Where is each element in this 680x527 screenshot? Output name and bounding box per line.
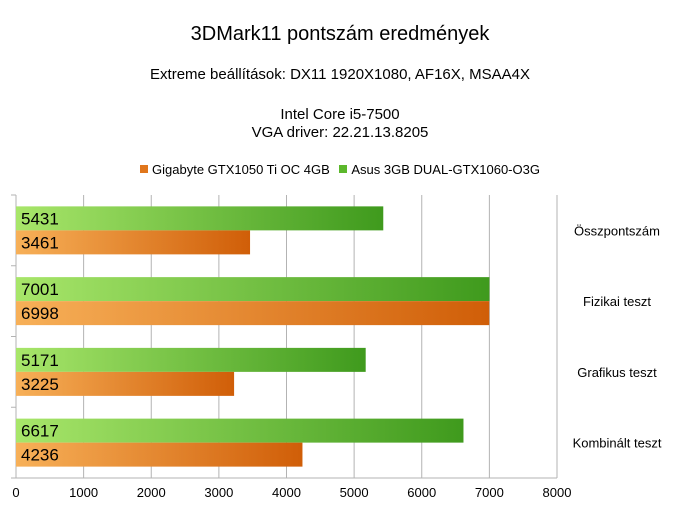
bar-gigabyte-2 [16, 371, 235, 396]
x-tick-label: 2000 [137, 485, 166, 500]
x-tick-label: 4000 [272, 485, 301, 500]
data-label: 6998 [21, 304, 59, 323]
legend-item-gigabyte: Gigabyte GTX1050 Ti OC 4GB [140, 162, 330, 177]
data-label: 7001 [21, 280, 59, 299]
x-tick-label: 6000 [407, 485, 436, 500]
category-label: Összpontszám [574, 223, 660, 238]
bar-asus-2 [16, 347, 366, 372]
bar-asus-3 [16, 418, 464, 443]
bar-gigabyte-0 [16, 230, 251, 255]
category-label: Fizikai teszt [583, 294, 651, 309]
data-label: 3461 [21, 233, 59, 252]
data-label: 5431 [21, 209, 59, 228]
category-label: Kombinált teszt [573, 436, 662, 451]
legend-item-asus: Asus 3GB DUAL-GTX1060-O3G [339, 162, 540, 177]
x-tick-label: 8000 [543, 485, 572, 500]
bar-gigabyte-1 [16, 301, 490, 326]
x-tick-label: 1000 [69, 485, 98, 500]
x-tick-label: 3000 [204, 485, 233, 500]
bar-asus-0 [16, 206, 384, 231]
category-label: Grafikus teszt [577, 365, 657, 380]
data-label: 6617 [21, 422, 59, 441]
data-label: 5171 [21, 351, 59, 370]
x-tick-label: 5000 [340, 485, 369, 500]
legend-swatch-asus [339, 165, 348, 173]
chart-legend: Gigabyte GTX1050 Ti OC 4GB Asus 3GB DUAL… [0, 161, 680, 177]
bar-asus-1 [16, 277, 490, 302]
chart-subtitle-cpu: Intel Core i5-7500 [280, 106, 400, 123]
chart-subtitle-driver: VGA driver: 22.21.13.8205 [251, 124, 429, 141]
legend-label-asus: Asus 3GB DUAL-GTX1060-O3G [351, 161, 540, 177]
legend-label-gigabyte: Gigabyte GTX1050 Ti OC 4GB [152, 161, 330, 177]
data-label: 3225 [21, 375, 59, 394]
legend-swatch-gigabyte [140, 165, 149, 173]
chart-subtitle-settings: Extreme beállítások: DX11 1920X1080, AF1… [150, 66, 530, 83]
data-label: 4236 [21, 446, 59, 465]
chart-title: 3DMark11 pontszám eredmények [190, 23, 490, 45]
bar-gigabyte-3 [16, 442, 303, 467]
x-tick-label: 7000 [475, 485, 504, 500]
x-tick-label: 0 [12, 485, 19, 500]
